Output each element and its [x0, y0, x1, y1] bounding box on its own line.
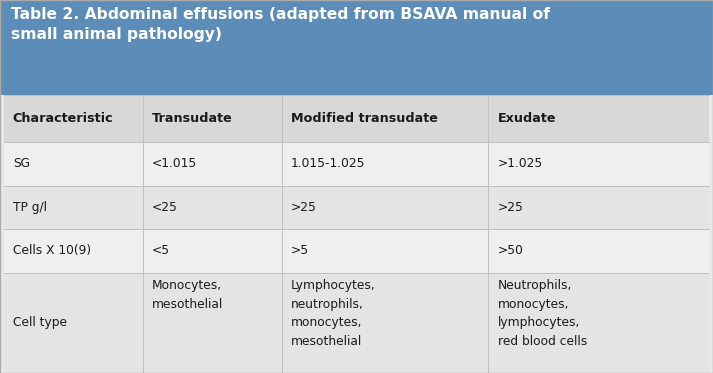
Text: Transudate: Transudate — [152, 112, 232, 125]
Bar — [4, 185, 709, 229]
Text: Modified transudate: Modified transudate — [291, 112, 438, 125]
Text: Characteristic: Characteristic — [13, 112, 113, 125]
Bar — [4, 142, 709, 185]
Bar — [4, 229, 709, 273]
Text: Neutrophils,
monocytes,
lymphocytes,
red blood cells: Neutrophils, monocytes, lymphocytes, red… — [498, 279, 587, 348]
Text: Table 2. Abdominal effusions (adapted from BSAVA manual of
small animal patholog: Table 2. Abdominal effusions (adapted fr… — [11, 7, 550, 42]
Text: Exudate: Exudate — [498, 112, 556, 125]
Text: Cell type: Cell type — [13, 316, 67, 329]
Bar — [0, 0, 713, 95]
Text: >1.025: >1.025 — [498, 157, 543, 170]
Text: 1.015-1.025: 1.015-1.025 — [291, 157, 365, 170]
Text: <25: <25 — [152, 201, 178, 214]
Bar — [4, 273, 709, 373]
Text: <1.015: <1.015 — [152, 157, 197, 170]
Text: >25: >25 — [498, 201, 523, 214]
Text: TP g/l: TP g/l — [13, 201, 47, 214]
Text: >50: >50 — [498, 244, 523, 257]
Text: <5: <5 — [152, 244, 170, 257]
Text: Lymphocytes,
neutrophils,
monocytes,
mesothelial: Lymphocytes, neutrophils, monocytes, mes… — [291, 279, 376, 348]
Text: >5: >5 — [291, 244, 309, 257]
Text: Monocytes,
mesothelial: Monocytes, mesothelial — [152, 279, 223, 311]
Text: Cells X 10(9): Cells X 10(9) — [13, 244, 91, 257]
Text: SG: SG — [13, 157, 30, 170]
Text: >25: >25 — [291, 201, 317, 214]
Bar — [4, 95, 709, 142]
